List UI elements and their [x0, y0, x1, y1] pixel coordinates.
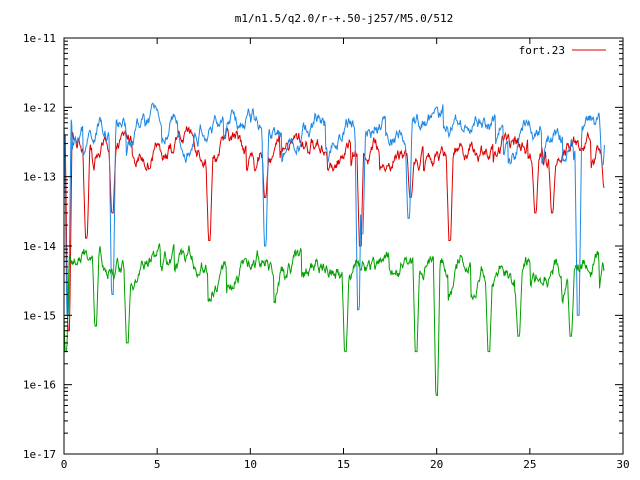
y-axis: 1e-17 1e-16 1e-15 1e-14 1e-13 1e-12 1e-11: [23, 32, 623, 461]
x-tick-label: 5: [154, 458, 161, 471]
x-tick-label: 25: [523, 458, 536, 471]
x-axis: 0 5 10 15 20 25 30: [61, 38, 630, 471]
x-tick-label: 10: [244, 458, 257, 471]
chart-title: m1/n1.5/q2.0/r-+.50-j257/M5.0/512: [235, 12, 454, 25]
legend-label: fort.23: [519, 44, 565, 57]
x-tick-label: 0: [61, 458, 68, 471]
series-line-1: [63, 126, 605, 332]
x-tick-label: 30: [616, 458, 629, 471]
plot-frame: [63, 37, 624, 455]
y-tick-label: 1e-14: [23, 240, 56, 253]
series-line-3: [63, 243, 605, 396]
legend: fort.23: [519, 44, 606, 57]
y-tick-label: 1e-16: [23, 379, 56, 392]
y-tick-label: 1e-13: [23, 171, 56, 184]
y-tick-label: 1e-12: [23, 101, 56, 114]
x-tick-label: 15: [337, 458, 350, 471]
x-tick-label: 20: [430, 458, 443, 471]
y-tick-label: 1e-11: [23, 32, 56, 45]
y-tick-label: 1e-15: [23, 309, 56, 322]
y-tick-label: 1e-17: [23, 448, 56, 461]
series-line-2: [63, 102, 605, 316]
series-layer: [63, 102, 605, 396]
